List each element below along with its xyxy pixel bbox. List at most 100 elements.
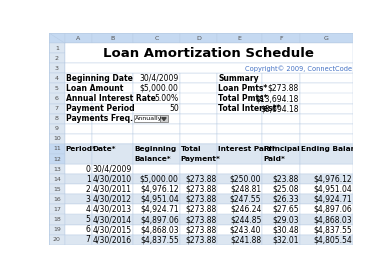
Bar xyxy=(300,124,353,134)
Bar xyxy=(300,225,353,235)
Text: 8: 8 xyxy=(55,116,59,121)
Bar xyxy=(217,174,262,184)
Bar xyxy=(180,63,217,73)
Bar xyxy=(133,235,180,245)
Text: Annual Interest Rate: Annual Interest Rate xyxy=(66,94,156,103)
Bar xyxy=(91,194,133,204)
Text: 5: 5 xyxy=(55,86,59,91)
Bar xyxy=(300,114,353,124)
Bar xyxy=(49,184,65,194)
Bar xyxy=(91,43,133,53)
Text: $4,868.03: $4,868.03 xyxy=(140,225,179,234)
Text: Period*: Period* xyxy=(66,146,97,152)
Bar xyxy=(180,144,217,154)
Text: Total Pmts*: Total Pmts* xyxy=(218,94,268,103)
Text: 1: 1 xyxy=(55,46,59,51)
Bar xyxy=(65,104,92,114)
Text: $273.88: $273.88 xyxy=(185,195,216,204)
Text: $4,837.55: $4,837.55 xyxy=(313,225,352,234)
Bar xyxy=(91,134,133,144)
Bar xyxy=(300,204,353,214)
Text: C: C xyxy=(154,35,159,40)
Text: 20: 20 xyxy=(53,237,61,242)
Bar xyxy=(65,114,92,124)
Bar xyxy=(49,164,65,174)
Bar xyxy=(133,144,180,154)
Bar xyxy=(91,83,133,94)
Bar xyxy=(49,235,65,245)
Bar xyxy=(217,235,262,245)
Text: 16: 16 xyxy=(53,197,61,202)
Bar xyxy=(300,53,353,63)
Bar xyxy=(217,33,262,43)
Bar xyxy=(133,144,180,164)
Text: 13: 13 xyxy=(53,167,61,172)
Bar xyxy=(300,33,353,43)
Text: $30.48: $30.48 xyxy=(272,225,299,234)
Bar xyxy=(65,94,92,104)
Bar xyxy=(133,154,180,164)
Bar xyxy=(180,53,217,63)
Bar xyxy=(133,114,180,124)
Bar xyxy=(180,73,217,83)
Text: 30/4/2009: 30/4/2009 xyxy=(140,74,179,83)
Text: Total Interest*: Total Interest* xyxy=(218,104,280,113)
Text: 4/30/2011: 4/30/2011 xyxy=(93,185,131,194)
Text: Paid*: Paid* xyxy=(263,156,285,162)
Bar xyxy=(49,83,65,94)
Text: $4,897.06: $4,897.06 xyxy=(140,215,179,224)
Bar xyxy=(133,63,180,73)
Text: 5.00%: 5.00% xyxy=(154,94,179,103)
Text: 4/30/2010: 4/30/2010 xyxy=(93,175,132,184)
Bar xyxy=(49,174,65,184)
Text: Loan Amortization Schedule: Loan Amortization Schedule xyxy=(103,47,314,60)
Bar xyxy=(91,124,133,134)
Text: Loan Amount: Loan Amount xyxy=(66,84,123,93)
Text: 4/30/2012: 4/30/2012 xyxy=(93,195,131,204)
Bar xyxy=(91,114,133,124)
Bar xyxy=(262,134,300,144)
Text: Principal: Principal xyxy=(263,146,300,152)
Text: 50: 50 xyxy=(169,104,179,113)
Bar xyxy=(180,124,217,134)
Bar xyxy=(180,214,217,225)
Bar xyxy=(49,225,65,235)
Text: Payments Freq.: Payments Freq. xyxy=(66,114,133,123)
Bar xyxy=(65,144,92,154)
Bar xyxy=(217,73,262,83)
Text: $5,000.00: $5,000.00 xyxy=(140,84,179,93)
Bar xyxy=(49,73,65,83)
Text: Date*: Date* xyxy=(93,146,116,152)
Text: 4/30/2013: 4/30/2013 xyxy=(93,205,132,214)
Bar xyxy=(91,63,133,73)
Bar xyxy=(262,225,300,235)
Text: $273.88: $273.88 xyxy=(185,235,216,244)
Bar xyxy=(134,115,160,122)
Bar xyxy=(133,94,180,104)
Bar xyxy=(262,104,300,114)
Bar xyxy=(49,194,65,204)
Bar xyxy=(49,124,65,134)
Text: $25.08: $25.08 xyxy=(272,185,299,194)
Bar xyxy=(91,184,133,194)
Text: 11: 11 xyxy=(53,147,61,152)
Bar xyxy=(133,225,180,235)
Text: $273.88: $273.88 xyxy=(185,225,216,234)
Bar xyxy=(217,154,262,164)
Bar xyxy=(217,144,262,154)
Text: $250.00: $250.00 xyxy=(230,175,261,184)
Text: 4: 4 xyxy=(86,205,91,214)
Text: $4,924.71: $4,924.71 xyxy=(313,195,352,204)
Text: 4/30/2016: 4/30/2016 xyxy=(93,235,132,244)
Text: $32.01: $32.01 xyxy=(272,235,299,244)
Text: Beginning Date: Beginning Date xyxy=(66,74,133,83)
Bar xyxy=(262,194,300,204)
Text: Copyright© 2009, ConnectCode: Copyright© 2009, ConnectCode xyxy=(245,65,352,72)
Bar xyxy=(300,214,353,225)
Bar xyxy=(300,174,353,184)
Text: Payment Period: Payment Period xyxy=(66,104,134,113)
Bar xyxy=(300,63,353,73)
Bar xyxy=(65,225,92,235)
Bar xyxy=(300,104,353,114)
Bar xyxy=(217,83,262,94)
